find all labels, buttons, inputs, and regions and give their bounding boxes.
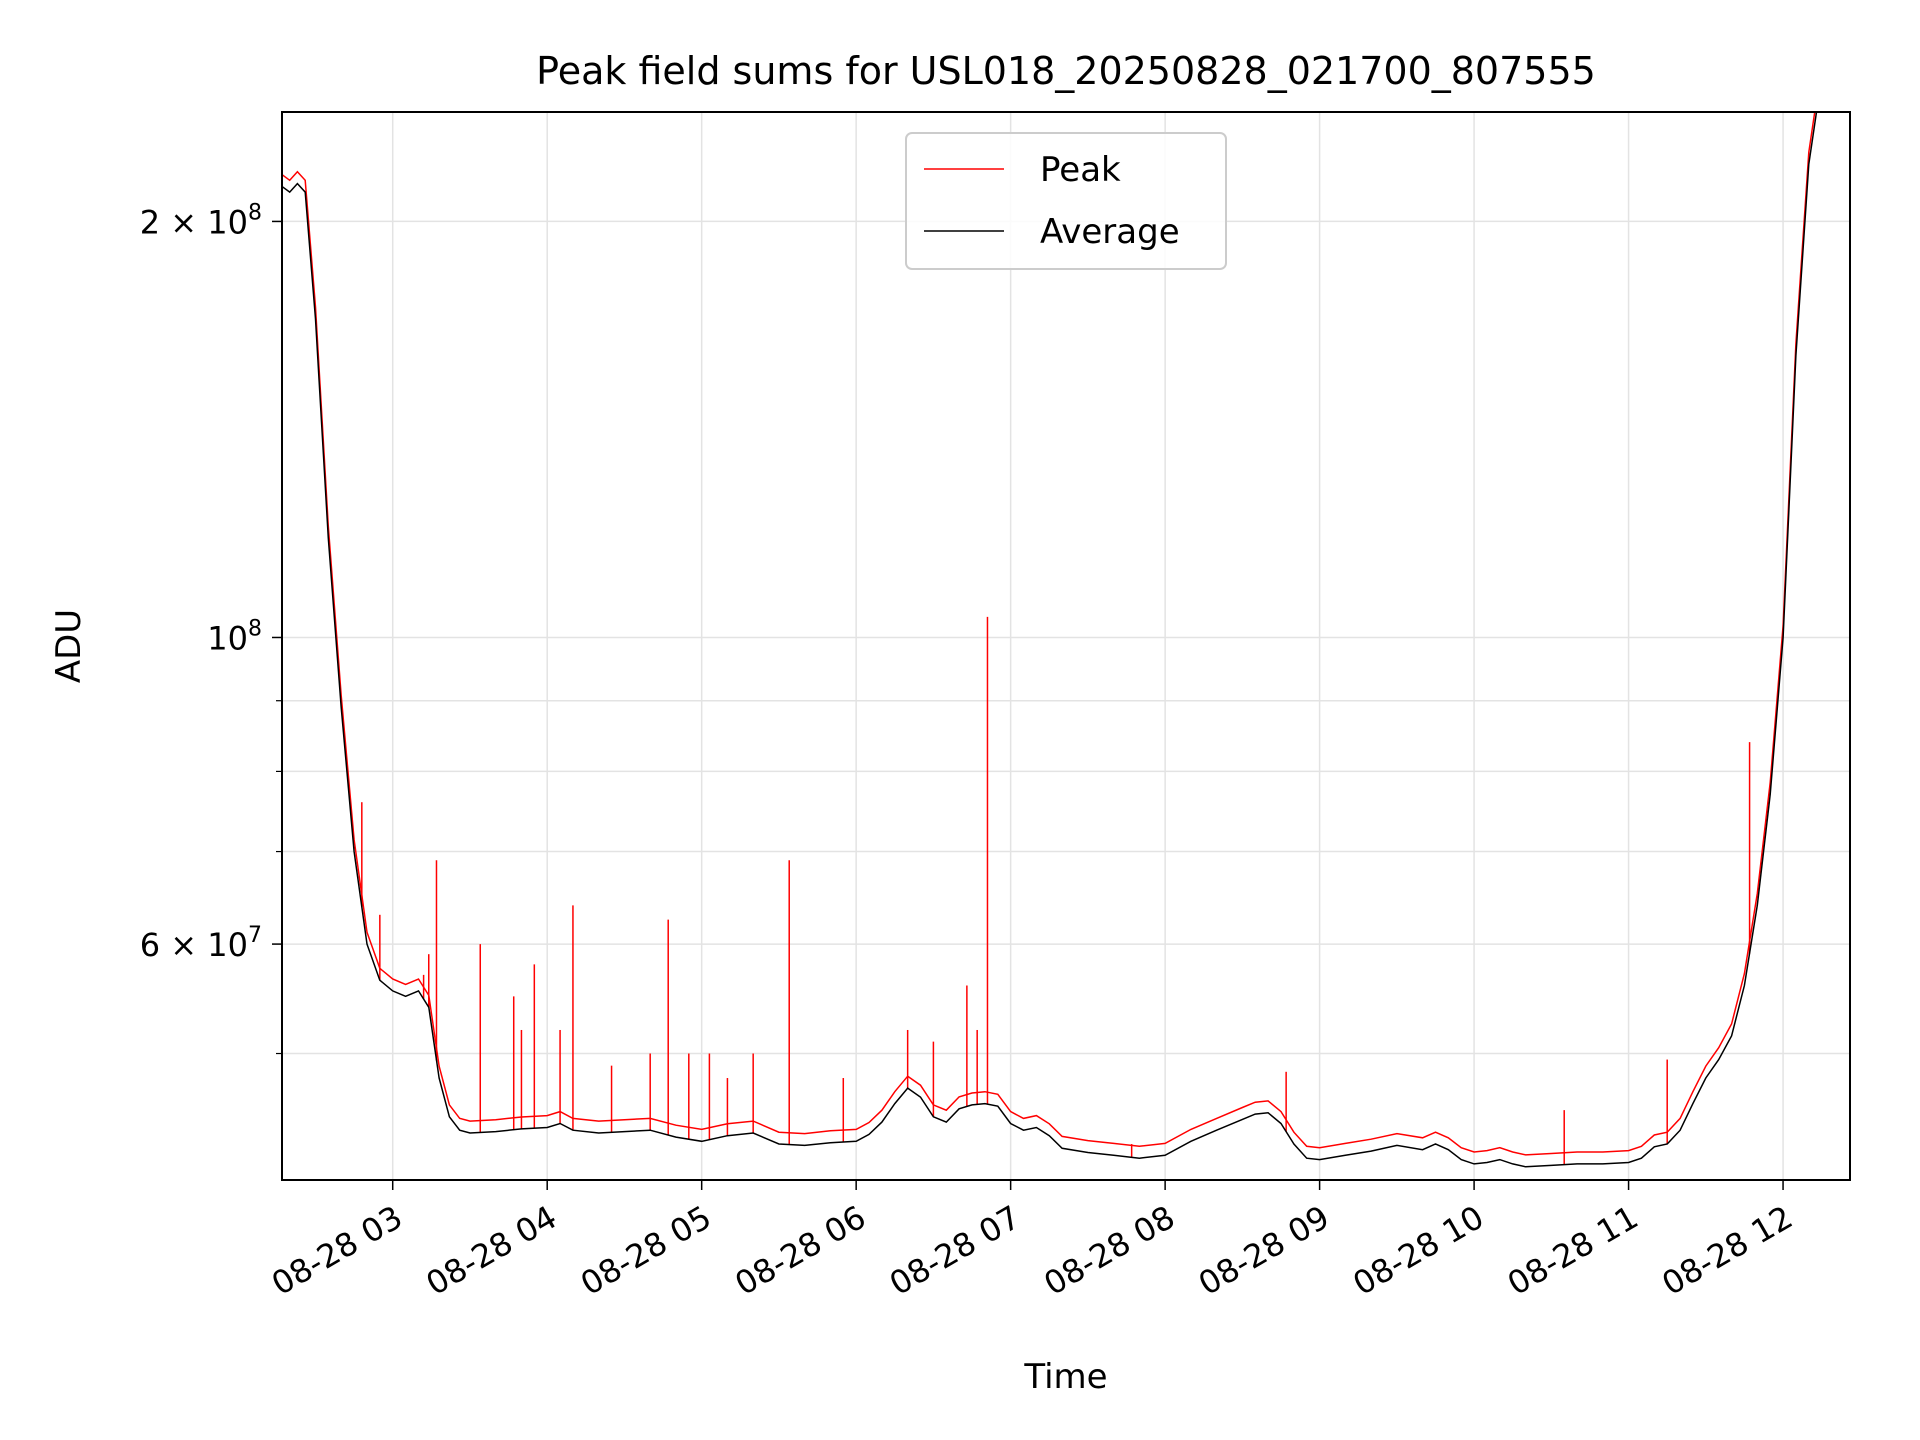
legend-label-peak: Peak bbox=[1040, 150, 1121, 190]
y-tick-label: 6 × 107 bbox=[140, 923, 262, 964]
series-group bbox=[282, 112, 1818, 1168]
y-tick-label: 108 bbox=[207, 616, 262, 657]
y-tick-label: 2 × 108 bbox=[140, 200, 262, 241]
legend-box bbox=[905, 132, 1227, 270]
chart-title: Peak field sums for USL018_20250828_0217… bbox=[536, 49, 1596, 93]
series-average-line bbox=[282, 112, 1818, 1168]
x-axis-label: Time bbox=[1023, 1357, 1107, 1397]
plot-area bbox=[282, 112, 1818, 1168]
legend-label-average: Average bbox=[1040, 212, 1180, 252]
series-peak-line bbox=[282, 112, 1816, 1156]
y-axis: 2 × 108 108 6 × 107 bbox=[140, 200, 282, 1055]
plot-frame bbox=[281, 111, 1851, 1181]
y-axis-label: ADU bbox=[49, 609, 89, 683]
legend: Peak Average bbox=[905, 132, 1227, 270]
